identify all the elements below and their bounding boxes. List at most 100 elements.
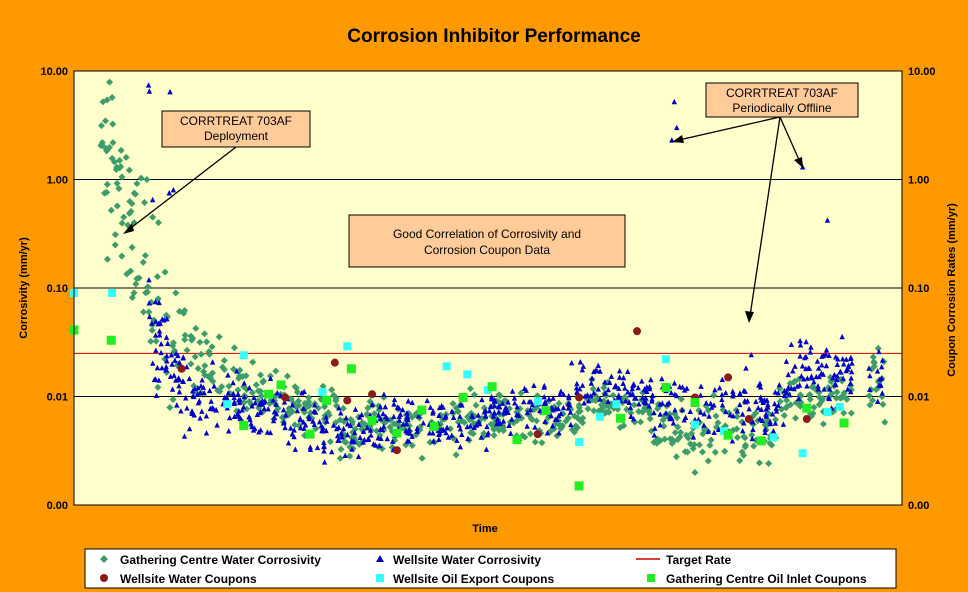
- gathering-water-point: [339, 404, 347, 412]
- wellsite-water-point: [769, 411, 776, 417]
- gathering-water-point: [538, 439, 546, 447]
- wellsite-water-point: [560, 404, 567, 411]
- wellsite-water-point: [796, 382, 803, 388]
- wellsite-water-point: [753, 398, 759, 405]
- wellsite-water-point: [404, 438, 411, 444]
- gathering-water-point: [291, 421, 299, 429]
- legend-item-wellsite-water: Wellsite Water Corrosivity: [376, 553, 541, 567]
- oil-inlet-coupon-point: [367, 416, 377, 426]
- wellsite-water-point: [176, 359, 183, 366]
- wellsite-water-point: [531, 382, 537, 389]
- wellsite-water-point: [211, 383, 217, 389]
- wellsite-water-point: [840, 375, 846, 381]
- wellsite-water-point: [389, 438, 396, 444]
- wellsite-water-point: [347, 422, 354, 429]
- wellsite-water-point: [840, 356, 846, 362]
- oil-inlet-coupon-point: [322, 395, 332, 405]
- wellsite-water-point: [281, 399, 288, 405]
- wellsite-water-point: [254, 411, 261, 417]
- wellsite-water-point: [270, 417, 277, 424]
- wellsite-water-point: [879, 363, 885, 370]
- wellsite-water-point: [773, 405, 779, 411]
- gridlines: [74, 179, 902, 397]
- wellsite-water-point: [265, 406, 271, 412]
- gathering-water-point: [336, 454, 344, 462]
- legend-label-gathering-water: Gathering Centre Water Corrosivity: [120, 553, 321, 567]
- oil-export-coupon-point: [595, 412, 604, 421]
- gathering-water-point: [230, 365, 238, 373]
- wellsite-water-point: [444, 424, 450, 431]
- gathering-water-point: [259, 378, 267, 386]
- gathering-water-point: [342, 438, 350, 446]
- wellsite-water-point: [737, 390, 743, 396]
- wellsite-water-point: [494, 416, 501, 422]
- wellsite-water-point: [550, 395, 556, 401]
- wellsite-water-point: [587, 393, 594, 399]
- gathering-water-point: [748, 431, 756, 439]
- wellsite-water-point: [762, 429, 768, 435]
- wellsite-water-point: [152, 332, 159, 338]
- series-wellsite-water: [145, 82, 886, 465]
- wellsite-water-point: [821, 386, 827, 392]
- wellsite-water-point: [224, 395, 230, 401]
- annotation-correlation-line1: Good Correlation of Corrosivity and: [393, 227, 581, 241]
- wellsite-water-point: [636, 401, 642, 407]
- gathering-water-point: [865, 392, 873, 400]
- oil-export-coupon-point: [769, 433, 778, 442]
- wellsite-water-point: [811, 378, 817, 385]
- wellsite-water-point: [270, 397, 276, 403]
- wellsite-water-point: [755, 405, 761, 411]
- wellsite-water-point: [823, 362, 830, 369]
- gathering-water-point: [575, 408, 583, 416]
- gathering-water-point: [616, 424, 624, 432]
- wellsite-water-point: [803, 353, 809, 360]
- gathering-water-point: [842, 394, 850, 402]
- wellsite-water-point: [874, 368, 881, 374]
- gathering-water-point: [154, 219, 162, 227]
- gathering-water-point: [127, 207, 135, 215]
- oil-inlet-coupon-point: [541, 406, 551, 416]
- wellsite-water-point: [729, 438, 736, 444]
- gathering-water-point: [154, 383, 162, 391]
- wellsite-water-point: [808, 373, 815, 379]
- wellsite-water-point: [595, 362, 601, 368]
- wellsite-water-point: [175, 375, 182, 381]
- wellsite-water-point: [772, 420, 779, 426]
- wellsite-water-point: [230, 379, 236, 386]
- wellsite-water-point: [581, 400, 587, 406]
- wellsite-water-point: [565, 393, 572, 399]
- gathering-water-point: [591, 397, 599, 405]
- oil-inlet-coupon-point: [802, 403, 812, 413]
- wellsite-water-point: [285, 440, 292, 446]
- wellsite-water-point: [511, 395, 518, 401]
- wellsite-water-point: [512, 400, 518, 406]
- wellsite-water-point: [628, 413, 634, 419]
- oil-inlet-coupon-point: [239, 421, 249, 431]
- wellsite-water-point: [180, 378, 186, 384]
- wellsite-water-point: [803, 338, 809, 345]
- gathering-water-point: [206, 350, 214, 358]
- wellsite-water-point: [396, 404, 402, 411]
- wellsite-water-point: [506, 422, 512, 428]
- wellsite-water-point: [879, 357, 886, 363]
- wellsite-water-point: [716, 384, 723, 391]
- annotation-offline: CORRTREAT 703AF Periodically Offline: [705, 82, 859, 118]
- wellsite-water-point: [605, 386, 611, 393]
- wellsite-coupon-point: [744, 415, 753, 424]
- wellsite-water-point: [164, 352, 170, 359]
- wellsite-water-point: [291, 427, 297, 433]
- wellsite-coupon-point: [177, 364, 186, 373]
- legend-label-wellsite-water: Wellsite Water Corrosivity: [393, 553, 541, 567]
- wellsite-water-point: [712, 386, 718, 393]
- y-tick-left-3: 1.00: [47, 175, 68, 187]
- wellsite-water-point: [203, 413, 210, 419]
- wellsite-water-point: [291, 433, 297, 440]
- gathering-water-point: [590, 407, 598, 415]
- gathering-water-point: [240, 398, 248, 406]
- wellsite-water-point: [622, 385, 628, 391]
- gathering-water-point: [319, 382, 327, 390]
- wellsite-water-point: [681, 417, 687, 423]
- wellsite-water-point: [524, 409, 531, 416]
- wellsite-water-point: [568, 421, 574, 428]
- wellsite-water-point: [574, 380, 580, 387]
